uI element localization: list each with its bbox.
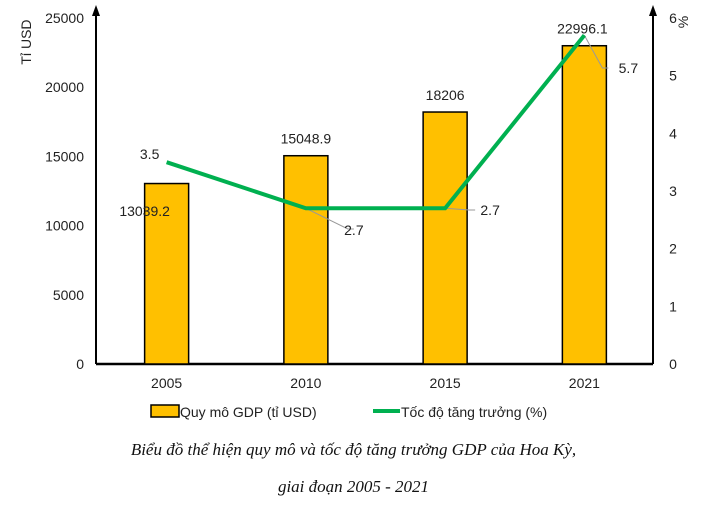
x-tick-label: 2005 [151,375,182,391]
bar [143,182,190,365]
x-tick-label: 2010 [290,375,321,391]
legend-bar-label: Quy mô GDP (tỉ USD) [180,404,317,420]
left-tick-label: 0 [76,356,84,372]
bar-value-label: 13039.2 [119,203,170,219]
leader-line [445,207,476,211]
left-tick-label: 25000 [45,10,84,26]
line-value-label: 2.7 [480,202,500,218]
right-tick-label: 0 [669,356,677,372]
line-value-label: 5.7 [619,60,639,76]
leader-line [305,207,354,230]
left-tick-label: 10000 [45,218,84,234]
bar [283,154,329,365]
bar-value-label: 18206 [426,87,465,103]
x-tick-label: 2021 [569,375,600,391]
left-tick-label: 5000 [53,287,84,303]
bar [422,111,468,365]
right-axis-label: % [675,16,691,28]
growth-line [165,34,586,211]
left-axis-label: Tỉ USD [18,19,34,64]
right-axis-arrow-icon [649,5,657,16]
right-tick-label: 6 [669,10,677,26]
bar-value-label: 15048.9 [281,131,332,147]
left-tick-label: 15000 [45,148,84,164]
chart-subtitle: giai đoạn 2005 - 2021 [277,477,430,496]
right-tick-label: 5 [669,68,677,84]
legend-bar-swatch [150,404,180,418]
legend-line-label: Tốc độ tăng trưởng (%) [401,404,547,420]
line-value-label: 3.5 [140,146,160,162]
right-tick-label: 2 [669,241,677,257]
line-value-label: 2.7 [344,222,364,238]
right-tick-label: 1 [669,298,677,314]
right-tick-label: 3 [669,183,677,199]
chart-title: Biểu đồ thể hiện quy mô và tốc độ tăng t… [130,440,577,459]
left-axis-arrow-icon [92,5,100,16]
leader-line [583,35,609,69]
bar [561,44,608,365]
left-tick-label: 20000 [45,79,84,95]
bar-value-label: 22996.1 [557,21,608,37]
right-tick-label: 4 [669,125,677,141]
x-tick-label: 2015 [430,375,461,391]
